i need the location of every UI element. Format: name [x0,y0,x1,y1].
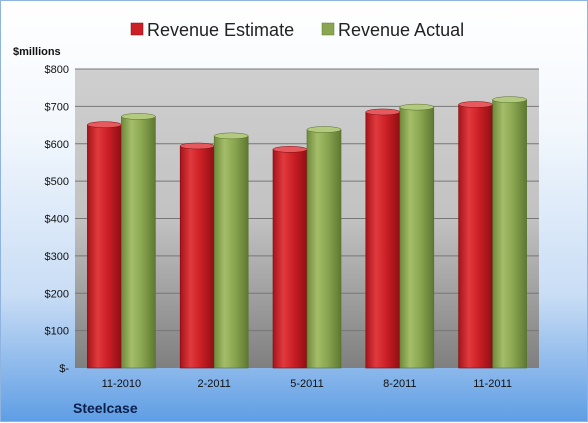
bar-top-cap [365,108,401,116]
bar-revenue-estimate [272,149,308,369]
bar-revenue-actual [399,106,435,369]
y-tick-label: $700 [45,101,69,113]
x-tick-label: 5-2011 [290,378,323,390]
x-tick-labels: 11-2010 2-2011 5-2011 8-2011 11-2011 [102,378,512,390]
legend-swatch-actual [321,22,335,36]
bar-top-cap [399,103,435,111]
x-tick-label: 8-2011 [383,378,416,390]
legend: Revenue Estimate Revenue Actual [130,20,464,40]
company-label: Steelcase [73,400,138,416]
bar-revenue-estimate [365,111,401,369]
bar-revenue-estimate [179,145,215,369]
bar-revenue-estimate [87,124,122,369]
x-tick-label: 11-2011 [473,378,512,390]
y-tick-label: $800 [45,64,69,76]
y-axis-unit-label: $millions [13,46,61,58]
bar-top-cap [492,96,527,103]
bar-top-cap [272,146,308,153]
bar-top-cap [306,126,342,133]
legend-label-estimate: Revenue Estimate [147,20,294,40]
bar-top-cap [458,101,493,108]
y-tick-label: $400 [45,214,69,226]
y-tick-label: $600 [45,139,69,151]
bar-revenue-actual [306,129,342,369]
y-tick-labels: $- $100 $200 $300 $400 $500 $600 $700 $800 [45,64,70,375]
y-tick-label: $500 [45,176,69,188]
bars-group [87,96,527,369]
bar-revenue-actual [492,99,527,369]
legend-swatch-estimate [130,22,144,36]
bar-revenue-actual [121,116,156,369]
bar-top-cap [179,142,215,150]
bar-revenue-actual [213,135,249,369]
bar-revenue-estimate [458,104,493,369]
y-tick-label: $100 [45,326,69,338]
bar-top-cap [121,113,156,120]
y-tick-label: $300 [45,251,69,263]
y-tick-label: $- [59,363,69,375]
y-tick-label: $200 [45,288,69,300]
x-tick-label: 11-2010 [102,378,142,390]
legend-label-actual: Revenue Actual [338,20,464,40]
bar-top-cap [213,132,249,140]
bar-top-cap [87,121,122,128]
x-tick-label: 2-2011 [197,378,230,390]
